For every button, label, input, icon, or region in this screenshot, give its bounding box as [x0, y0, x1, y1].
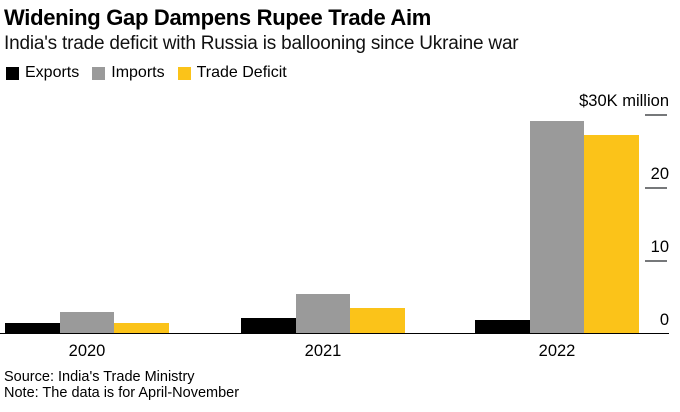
- imports-swatch-icon: [92, 66, 106, 80]
- y-tick-label-0: 0: [659, 311, 669, 329]
- bar-imports-2022: [529, 121, 584, 334]
- y-tick-dash-30: [645, 113, 667, 116]
- chart-title: Widening Gap Dampens Rupee Trade Aim: [4, 5, 432, 30]
- bar-trade-deficit-2022: [584, 134, 639, 334]
- bar-exports-2020: [5, 322, 60, 334]
- legend-label-imports: Imports: [111, 64, 165, 81]
- bar-trade-deficit-2021: [350, 307, 405, 334]
- x-axis-line: [0, 333, 669, 334]
- bar-exports-2022: [475, 320, 530, 334]
- bar-imports-2020: [59, 311, 114, 334]
- y-tick-label-30: $30K million: [579, 92, 669, 110]
- data-note: Note: The data is for April-November: [4, 384, 240, 401]
- source-note: Source: India's Trade Ministry: [4, 369, 195, 385]
- chart-footer: Source: India's Trade Ministry Note: The…: [4, 369, 240, 401]
- x-axis-label-2020: 2020: [68, 342, 106, 360]
- exports-swatch-icon: [6, 66, 19, 80]
- legend: Exports Imports Trade Deficit: [6, 64, 287, 82]
- legend-item-trade-deficit: Trade Deficit: [177, 64, 287, 82]
- y-tick-label-10: 10: [650, 238, 669, 256]
- y-tick-dash-10: [645, 259, 667, 262]
- chart-subtitle: India's trade deficit with Russia is bal…: [4, 33, 519, 54]
- legend-label-exports: Exports: [25, 64, 80, 81]
- x-axis-label-2022: 2022: [538, 342, 576, 360]
- y-tick-label-20: 20: [650, 165, 669, 183]
- trade-deficit-swatch-icon: [177, 66, 191, 80]
- bar-exports-2021: [241, 318, 296, 334]
- bar-imports-2021: [295, 294, 350, 334]
- legend-item-imports: Imports: [92, 64, 165, 82]
- bar-trade-deficit-2020: [114, 322, 169, 334]
- legend-label-trade-deficit: Trade Deficit: [196, 64, 287, 81]
- x-axis-label-2021: 2021: [304, 342, 342, 360]
- legend-item-exports: Exports: [6, 64, 79, 82]
- y-tick-dash-20: [645, 186, 667, 189]
